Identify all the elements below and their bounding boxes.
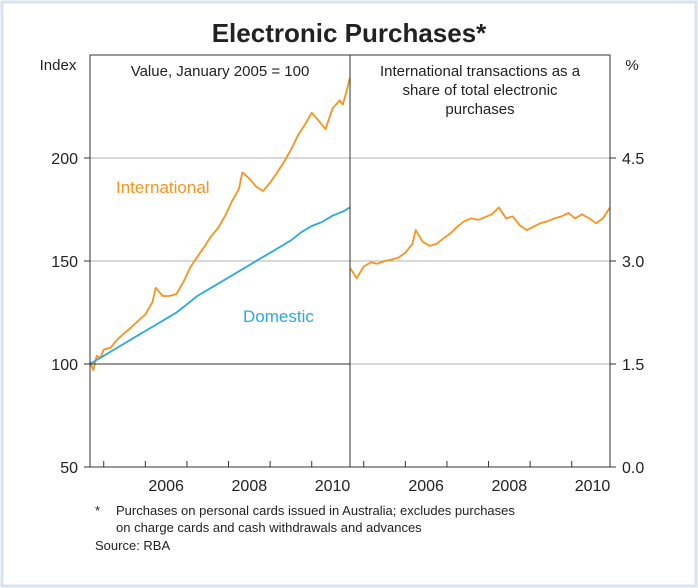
- right-y-tick-label-3-0: 3.0: [622, 254, 644, 271]
- left-y-tick-label-150: 150: [51, 254, 78, 271]
- series-line-p0-domestic: [89, 206, 351, 365]
- source-note: Source: RBA: [95, 538, 170, 553]
- series-line-p1-international-share: [349, 206, 611, 280]
- left-unit-label: Index: [40, 57, 77, 74]
- right-unit-label: %: [625, 57, 638, 74]
- series-label-domestic: Domestic: [243, 307, 314, 326]
- right-panel-subtitle-line-3: purchases: [445, 101, 514, 118]
- left-y-tick-label-50: 50: [60, 460, 78, 477]
- x-tick-label-p1-2010: 2010: [575, 478, 611, 495]
- x-tick-label-p0-2008: 2008: [232, 478, 268, 495]
- right-y-tick-label-0-0: 0.0: [622, 460, 644, 477]
- series-line-p0-international: [89, 77, 351, 372]
- x-tick-label-p1-2006: 2006: [408, 478, 444, 495]
- right-panel-subtitle-line-1: International transactions as a: [380, 63, 581, 80]
- x-tick-label-p0-2010: 2010: [315, 478, 351, 495]
- series-layer: [89, 77, 611, 372]
- right-y-tick-label-1-5: 1.5: [622, 357, 644, 374]
- x-tick-label-p0-2006: 2006: [148, 478, 184, 495]
- right-panel-subtitle-line-2: share of total electronic: [402, 82, 558, 99]
- footnote-line-2: on charge cards and cash withdrawals and…: [116, 520, 422, 535]
- right-y-tick-label-4-5: 4.5: [622, 151, 644, 168]
- left-panel-subtitle: Value, January 2005 = 100: [131, 63, 310, 80]
- tick-layer: 50 100 150 200 2006 2008 2010 0.0 1.5 3.0 4.5 2006 2…: [51, 151, 644, 495]
- chart-title: Electronic Purchases*: [212, 18, 487, 48]
- series-label-international: International: [116, 178, 210, 197]
- x-tick-label-p1-2008: 2008: [492, 478, 528, 495]
- footnote-line-1: Purchases on personal cards issued in Au…: [116, 503, 515, 518]
- footnote-marker: *: [95, 503, 100, 518]
- left-y-tick-label-100: 100: [51, 357, 78, 374]
- left-y-tick-label-200: 200: [51, 151, 78, 168]
